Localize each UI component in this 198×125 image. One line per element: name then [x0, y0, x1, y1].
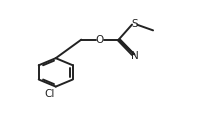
Text: O: O — [96, 35, 104, 45]
Text: Cl: Cl — [44, 89, 55, 99]
Text: N: N — [131, 51, 139, 61]
Text: S: S — [131, 18, 138, 29]
